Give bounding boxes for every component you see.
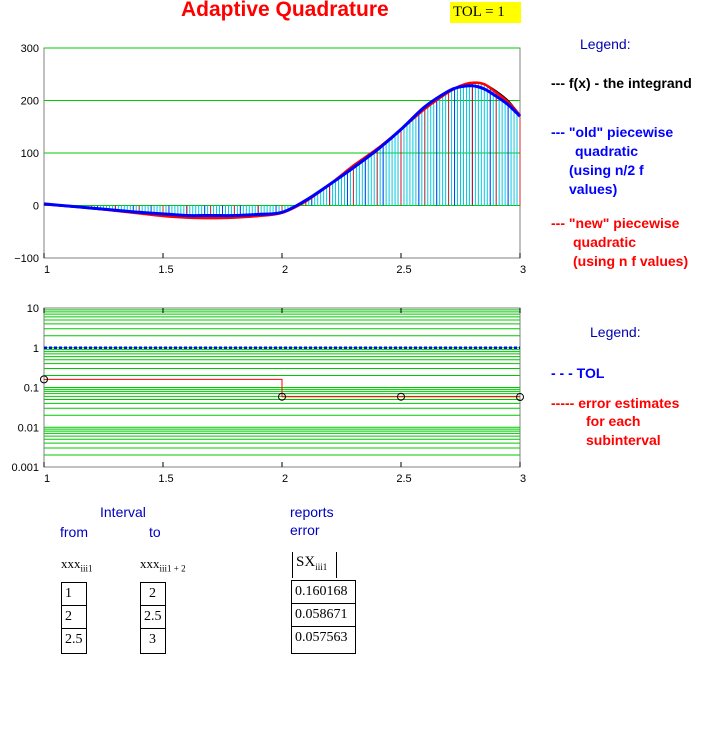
- error-chart: 10 1 0.1 0.01 0.001 1 1.5 2 2.5 3: [11, 303, 526, 485]
- chart2-xtick-label: 2: [282, 473, 288, 485]
- chart2-marker: [278, 392, 286, 401]
- table-cell-to-3: 3: [140, 628, 166, 654]
- legend1-new-line2: quadratic: [573, 234, 637, 250]
- legend1-old-line4: values): [569, 181, 618, 197]
- legend2-heading: Legend:: [590, 324, 641, 340]
- chart2-xtick-label: 2.5: [396, 473, 411, 485]
- error-label: error: [290, 522, 320, 538]
- error-header-left-bar: [292, 552, 293, 578]
- integrand-chart: 300 200 100 0 −100 1 1.5 2 2.5 3: [14, 43, 526, 276]
- table-cell-from-2: 2: [61, 605, 87, 629]
- legend2-tol: - - - TOL: [551, 365, 605, 381]
- chart1-xtick-label: 2: [282, 264, 288, 276]
- chart2-series-error: [44, 378, 520, 398]
- legend1-old-line1: --- "old" piecewise: [551, 124, 674, 140]
- legend1-new-line3: (using n f values): [573, 253, 689, 269]
- chart1-xtick-label: 3: [520, 264, 526, 276]
- chart1-ytick-label: 0: [33, 201, 39, 213]
- to-label: to: [149, 524, 161, 540]
- legend1-old-line2: quadratic: [575, 143, 639, 159]
- chart1-xtick-label: 1: [44, 264, 50, 276]
- legend2-error-line3: subinterval: [586, 432, 661, 448]
- page-title: Adaptive Quadrature: [181, 0, 389, 21]
- table-cell-from-1: 1: [61, 582, 87, 606]
- interval-label: Interval: [100, 504, 146, 520]
- chart2-ytick-label: 0.1: [24, 383, 39, 395]
- table-cell-error-2: 0.058671: [291, 603, 356, 627]
- to-column-header: xxxiii1 + 2: [140, 556, 186, 574]
- chart1-ytick-label: 100: [21, 148, 39, 160]
- chart2-xtick-label: 3: [520, 473, 526, 485]
- chart2-ytick-label: 0.01: [18, 422, 39, 434]
- chart2-xtick-label: 1.5: [158, 473, 173, 485]
- legend1-fx: --- f(x) - the integrand: [551, 75, 692, 91]
- table-cell-error-1: 0.160168: [291, 580, 356, 604]
- legend2-error-line1: ----- error estimates: [551, 395, 680, 411]
- chart1-xtick-label: 2.5: [396, 264, 411, 276]
- from-label: from: [60, 524, 88, 540]
- reports-label: reports: [290, 504, 334, 520]
- chart1-ytick-label: 300: [21, 43, 39, 55]
- chart2-marker: [516, 393, 524, 402]
- chart2-ytick-label: 1: [33, 343, 39, 355]
- table-cell-error-3: 0.057563: [291, 626, 356, 654]
- chart2-ytick-label: 0.001: [11, 462, 39, 474]
- error-header-right-bar: [336, 552, 337, 578]
- legend1-new-line1: --- "new" piecewise: [551, 215, 680, 231]
- legend1-old-line3: (using n/2 f: [569, 162, 644, 178]
- from-column-header: xxxiii1: [61, 556, 93, 574]
- chart2-ytick-label: 10: [27, 303, 39, 315]
- chart1-xtick-label: 1.5: [158, 264, 173, 276]
- tol-value-box: TOL = 1: [450, 2, 521, 23]
- legend1-heading: Legend:: [580, 36, 631, 52]
- chart1-ytick-label: −100: [14, 253, 39, 265]
- error-column-header: SXiii1: [296, 554, 328, 572]
- table-cell-to-1: 2: [140, 582, 166, 606]
- chart2-marker: [397, 392, 405, 401]
- chart2-xtick-label: 1: [44, 473, 50, 485]
- table-cell-to-2: 2.5: [140, 605, 166, 629]
- table-cell-from-3: 2.5: [61, 628, 87, 654]
- chart1-series-old: [43, 84, 522, 218]
- chart2-marker: [40, 375, 48, 384]
- chart1-ytick-label: 200: [21, 96, 39, 108]
- legend2-error-line2: for each: [586, 413, 641, 429]
